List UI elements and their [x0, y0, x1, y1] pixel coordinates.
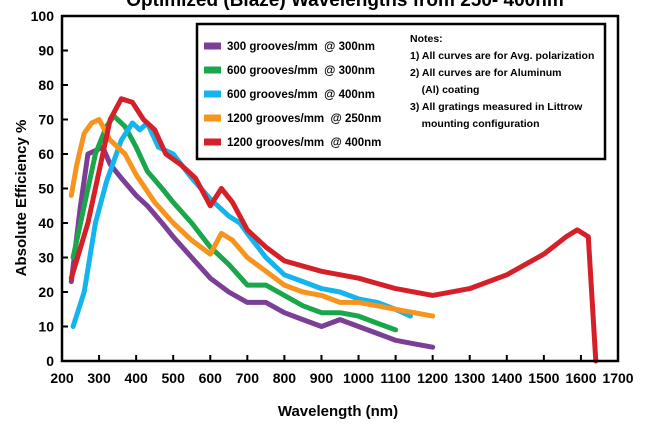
y-tick-label: 30: [38, 250, 54, 266]
x-tick-label: 800: [273, 370, 297, 386]
x-axis-label: Wavelength (nm): [278, 403, 398, 420]
x-tick-label: 300: [87, 370, 111, 386]
note-line: Notes:: [410, 33, 443, 45]
legend-label: 1200 grooves/mm @ 250nm: [227, 113, 381, 125]
x-tick-label: 1100: [380, 370, 411, 386]
y-tick-label: 50: [38, 181, 54, 197]
y-tick-label: 70: [38, 112, 54, 128]
y-tick-label: 20: [38, 284, 54, 300]
x-tick-label: 200: [50, 370, 74, 386]
data-curves: [68, 96, 599, 364]
y-axis-label: Absolute Efficiency %: [13, 120, 30, 277]
x-tick-label: 1700: [602, 370, 633, 386]
y-tick-label: 40: [38, 215, 54, 231]
note-line: 2) All curves are for Aluminum: [410, 67, 562, 79]
x-tick-label: 500: [162, 370, 186, 386]
y-tick-label: 0: [46, 353, 54, 369]
legend-label: 600 grooves/mm @ 400nm: [227, 89, 375, 101]
note-line: 1) All curves are for Avg. polarization: [410, 50, 594, 62]
x-tick-label: 1400: [491, 370, 522, 386]
legend-label: 1200 grooves/mm @ 400nm: [227, 137, 381, 149]
x-tick-label: 1300: [454, 370, 485, 386]
series-line-4: [68, 117, 436, 319]
y-tick-label: 80: [38, 77, 54, 93]
note-line: mounting configuration: [410, 118, 539, 130]
x-tick-label: 600: [199, 370, 223, 386]
y-tick-label: 10: [38, 319, 54, 335]
x-tick-label: 900: [310, 370, 334, 386]
series-line-5: [68, 96, 599, 364]
chart-title: Optimized (Blaze) Wavelengths from 250- …: [126, 0, 563, 11]
legend-label: 300 grooves/mm @ 300nm: [227, 41, 375, 53]
x-tick-label: 1000: [343, 370, 374, 386]
axis-ticks: 200 300 400 500 600 700 800 900 1000 1100 1200 1300…: [31, 8, 634, 386]
x-tick-label: 1200: [417, 370, 448, 386]
series-line-1: [68, 144, 436, 350]
note-line: (Al) coating: [410, 84, 479, 96]
legend-label: 600 grooves/mm @ 300nm: [227, 65, 375, 77]
x-tick-label: 400: [124, 370, 148, 386]
legend: 300 grooves/mm @ 300nm 600 grooves/mm @ 3…: [195, 22, 607, 161]
legend-box: [195, 22, 607, 161]
x-tick-label: 700: [236, 370, 260, 386]
x-tick-label: 1500: [528, 370, 559, 386]
note-line: 3) All gratings measured in Littrow: [410, 101, 583, 113]
x-tick-label: 1600: [565, 370, 596, 386]
y-tick-label: 90: [38, 43, 54, 59]
y-tick-label: 60: [38, 146, 54, 162]
plot-frame: [60, 14, 620, 363]
y-tick-label: 100: [31, 8, 55, 24]
